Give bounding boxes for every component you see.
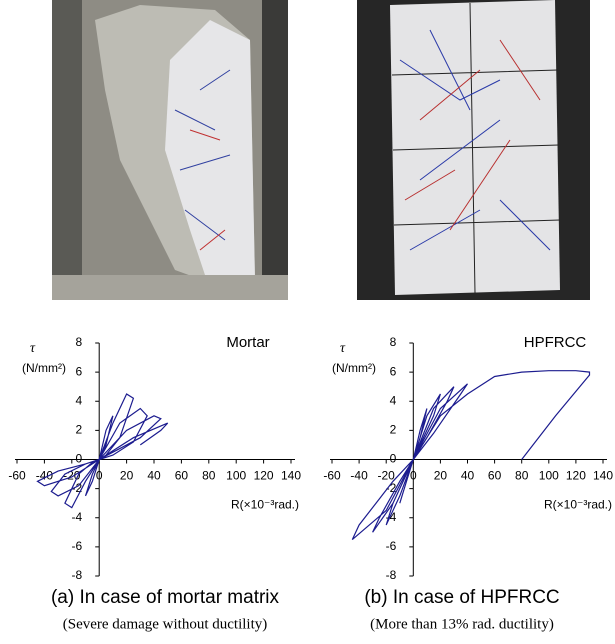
x-tick-label: 100 <box>226 469 246 483</box>
x-tick-label: 80 <box>202 469 216 483</box>
y-tick-label: -4 <box>386 510 397 524</box>
x-tick-label: 100 <box>539 469 559 483</box>
y-unit: (N/mm²) <box>332 361 376 375</box>
y-tick-label: -6 <box>72 539 83 553</box>
y-tick-label: 4 <box>76 393 83 407</box>
x-tick-label: 40 <box>461 469 475 483</box>
chart: -60 -40 -20 0 20 40 60 80 100 120 140-8-6-4-202468… <box>323 334 613 632</box>
x-tick-label: -20 <box>378 469 396 483</box>
y-tick-label: 0 <box>76 452 83 466</box>
x-tick-label: 140 <box>593 469 613 483</box>
x-tick-label: 0 <box>96 469 103 483</box>
y-tick-label: -8 <box>72 568 83 582</box>
x-tick-label: -40 <box>350 469 368 483</box>
caption: (a) In case of mortar matrix <box>51 587 280 608</box>
y-tick-label: 6 <box>76 364 83 378</box>
subcaption: (More than 13% rad. ductility) <box>370 616 554 632</box>
photo-hpfrcc <box>357 0 590 300</box>
x-tick-label: -60 <box>323 469 341 483</box>
y-tick-label: 4 <box>390 393 397 407</box>
y-tick-label: -2 <box>72 481 83 495</box>
hysteresis-curve <box>351 370 591 541</box>
x-tick-label: 120 <box>566 469 586 483</box>
y-label: τ <box>30 341 36 356</box>
x-tick-label: 20 <box>434 469 448 483</box>
x-tick-label: -60 <box>8 469 26 483</box>
y-label: τ <box>340 341 346 356</box>
photo-mortar <box>52 0 288 300</box>
x-tick-label: 80 <box>515 469 529 483</box>
y-unit: (N/mm²) <box>22 361 66 375</box>
y-tick-label: 8 <box>76 335 83 349</box>
x-tick-label: 0 <box>410 469 417 483</box>
y-tick-label: 8 <box>390 335 397 349</box>
chart-title: HPFRCC <box>524 334 587 351</box>
y-tick-label: 2 <box>76 423 83 437</box>
y-tick-label: 6 <box>390 364 397 378</box>
x-tick-label: -40 <box>36 469 54 483</box>
chart: -60 -40 -20 0 20 40 60 80 100 120 140-8-6-4-202468… <box>8 334 301 632</box>
x-tick-label: 140 <box>281 469 301 483</box>
x-label: R(×10⁻³rad.) <box>544 498 612 512</box>
subcaption: (Severe damage without ductility) <box>63 616 268 632</box>
hysteresis-curve <box>36 393 169 509</box>
y-tick-label: -4 <box>72 510 83 524</box>
chart-title: Mortar <box>226 334 269 351</box>
x-tick-label: 60 <box>488 469 502 483</box>
caption: (b) In case of HPFRCC <box>364 587 559 608</box>
x-tick-label: 120 <box>254 469 274 483</box>
x-label: R(×10⁻³rad.) <box>231 498 299 512</box>
x-tick-label: 60 <box>175 469 189 483</box>
y-tick-label: -2 <box>386 481 397 495</box>
y-tick-label: -6 <box>386 539 397 553</box>
x-tick-label: 20 <box>120 469 134 483</box>
y-tick-label: -8 <box>386 568 397 582</box>
y-tick-label: 0 <box>390 452 397 466</box>
x-tick-label: 40 <box>147 469 161 483</box>
y-tick-label: 2 <box>390 423 397 437</box>
